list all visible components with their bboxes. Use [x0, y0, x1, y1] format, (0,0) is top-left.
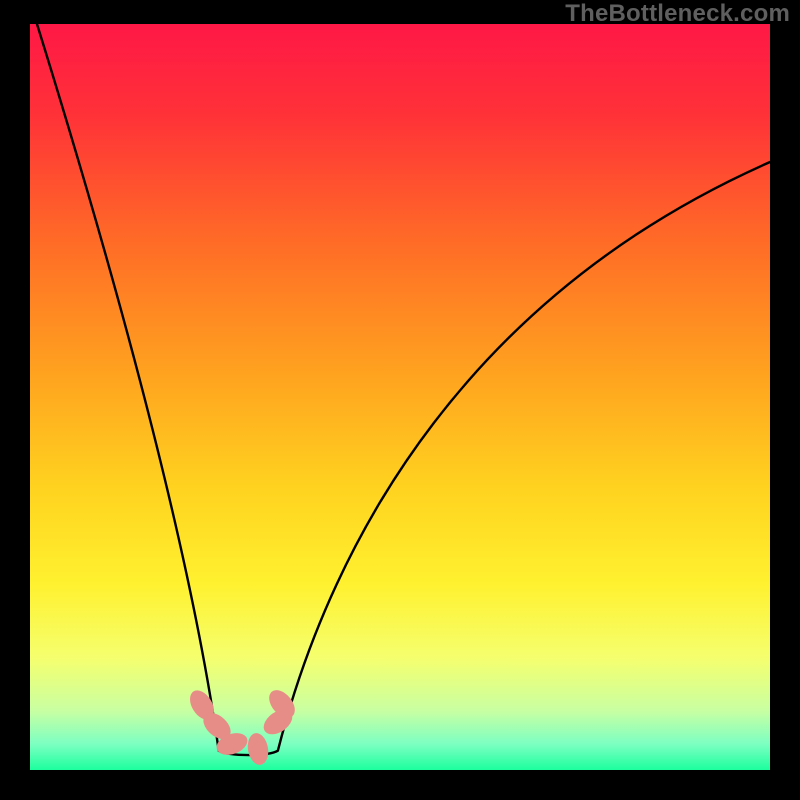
bottleneck-curve-chart [0, 0, 800, 800]
chart-frame: TheBottleneck.com [0, 0, 800, 800]
gradient-background [30, 24, 770, 770]
watermark-text: TheBottleneck.com [565, 0, 790, 28]
